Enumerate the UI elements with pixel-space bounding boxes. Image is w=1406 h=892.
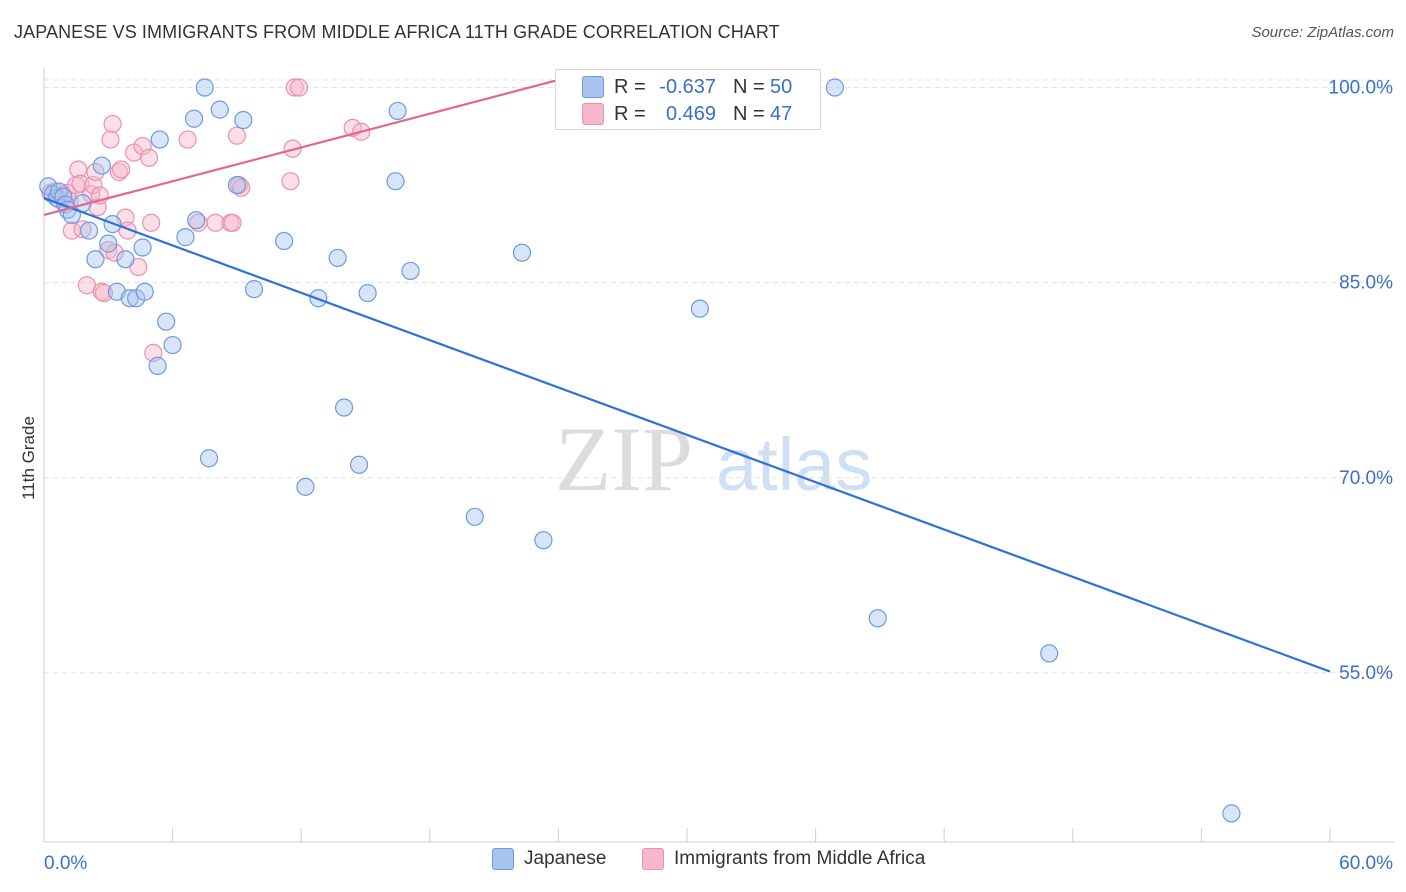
stats-legend: R = -0.637 N = 50 R = 0.469 N = 47 [555, 69, 821, 130]
data-point-africa [73, 220, 92, 239]
data-point-japanese [296, 477, 315, 496]
data-point-japanese [135, 282, 154, 301]
watermark: ZIP atlas [555, 408, 872, 510]
data-point-africa [112, 160, 131, 179]
data-point-japanese [148, 356, 167, 375]
data-point-japanese [512, 243, 532, 262]
n-value-africa: 47 [770, 102, 793, 125]
data-point-africa [109, 162, 129, 182]
stats-row-japanese: R = -0.637 N = 50 [556, 73, 820, 101]
data-point-japanese [210, 100, 229, 119]
japanese-swatch [582, 76, 604, 98]
data-point-africa [142, 213, 161, 232]
data-point-japanese [358, 283, 377, 303]
africa-swatch [582, 103, 604, 125]
data-point-japanese [386, 172, 405, 191]
data-point-japanese [116, 250, 135, 269]
data-point-japanese [79, 221, 99, 240]
source-label: Source: ZipAtlas.com [1251, 24, 1394, 41]
data-point-africa [105, 243, 124, 262]
data-point-japanese [244, 280, 264, 299]
data-point-japanese [187, 211, 206, 230]
n-label: N = [733, 102, 765, 125]
data-point-japanese [868, 609, 887, 628]
y-tick-label: 85.0% [1339, 273, 1393, 294]
r-value-africa: 0.469 [665, 102, 716, 125]
data-point-africa [285, 78, 304, 97]
data-point-japanese [157, 312, 176, 331]
japanese-legend-swatch [492, 848, 514, 870]
r-value-japanese: -0.637 [659, 75, 716, 98]
y-tick-labels: 55.0% 70.0% 85.0% 100.0% [1329, 78, 1394, 684]
chart-legend: Japanese Immigrants from Middle Africa [0, 848, 1406, 880]
data-point-africa [77, 276, 96, 295]
trendline-japanese [43, 197, 1331, 673]
data-point-africa [103, 114, 122, 134]
x-tick-labels: 0.0% 60.0% [44, 853, 1393, 874]
data-point-japanese [334, 398, 354, 417]
y-tick-label: 55.0% [1339, 663, 1393, 684]
data-point-africa [86, 162, 105, 182]
data-point-japanese [99, 234, 118, 253]
y-tick-label: 70.0% [1339, 468, 1393, 489]
legend-item-africa[interactable]: Immigrants from Middle Africa [642, 848, 925, 870]
data-point-africa [281, 172, 300, 191]
data-point-africa [94, 283, 114, 303]
data-point-japanese [274, 231, 294, 251]
data-point-japanese [349, 455, 369, 474]
data-point-japanese [195, 78, 214, 97]
data-point-japanese [825, 78, 844, 97]
data-point-japanese [86, 250, 105, 269]
x-tick-label: 0.0% [44, 853, 87, 874]
data-point-japanese [120, 289, 139, 308]
gridlines [44, 79, 1394, 674]
data-point-japanese [465, 507, 484, 526]
data-point-africa [101, 130, 120, 149]
data-point-japanese [199, 449, 219, 468]
data-point-japanese [690, 299, 709, 318]
data-point-japanese [163, 335, 182, 355]
data-point-japanese [388, 101, 407, 121]
data-point-africa [178, 130, 197, 149]
data-point-japanese [534, 531, 553, 550]
data-point-japanese [1040, 644, 1059, 663]
data-point-africa [133, 136, 152, 156]
data-point-japanese [234, 110, 253, 130]
data-point-japanese [401, 261, 420, 281]
data-point-japanese [227, 175, 246, 195]
series-immigrants-middle-africa [41, 78, 371, 362]
legend-label-africa: Immigrants from Middle Africa [674, 848, 926, 869]
legend-item-japanese[interactable]: Japanese [492, 848, 606, 870]
data-point-japanese [1222, 804, 1241, 823]
legend-label-japanese: Japanese [524, 848, 607, 869]
data-point-japanese [150, 130, 169, 149]
data-point-africa [139, 148, 159, 167]
data-point-africa [227, 126, 246, 145]
watermark-zip: ZIP [555, 408, 693, 510]
africa-legend-swatch [642, 848, 664, 870]
data-point-japanese [328, 248, 347, 268]
r-label: R = [614, 102, 646, 125]
data-point-africa [289, 78, 309, 97]
n-label: N = [733, 75, 765, 98]
stats-row-africa: R = 0.469 N = 47 [556, 100, 820, 128]
trendline-africa [43, 76, 570, 217]
chart-title: JAPANESE VS IMMIGRANTS FROM MIDDLE AFRIC… [14, 22, 780, 42]
watermark-atlas: atlas [716, 423, 872, 506]
r-label: R = [614, 75, 646, 98]
trendlines [43, 76, 1331, 673]
data-point-japanese [184, 109, 204, 128]
n-value-japanese: 50 [770, 75, 793, 98]
data-point-japanese [176, 228, 195, 247]
data-point-africa [223, 213, 242, 232]
y-tick-label: 100.0% [1329, 78, 1394, 99]
data-point-japanese [92, 156, 111, 175]
y-axis-label: 11th Grade [19, 416, 38, 500]
data-point-japanese [133, 238, 152, 257]
x-tick-label: 60.0% [1339, 853, 1393, 874]
